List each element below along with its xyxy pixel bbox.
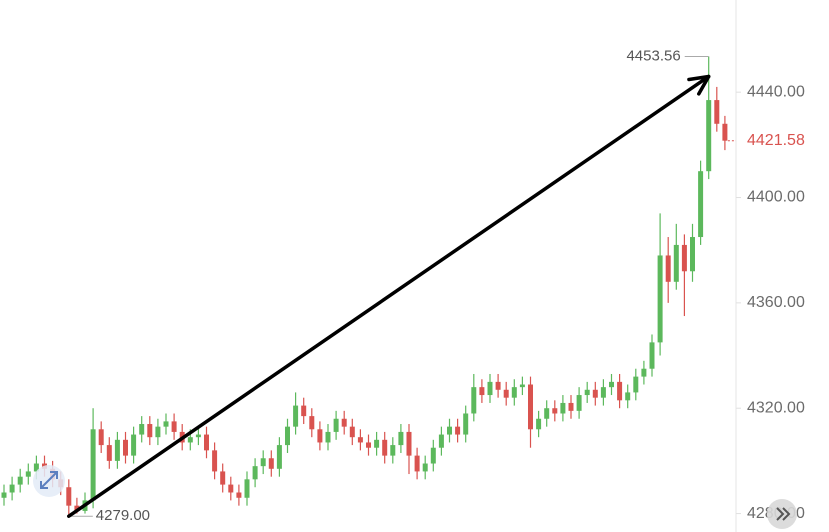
candle-body: [511, 387, 517, 398]
candle-body: [268, 458, 274, 469]
candle-body: [438, 434, 444, 448]
drawing-tool-icon[interactable]: [33, 465, 65, 497]
candle-body: [171, 421, 177, 432]
candle-body: [155, 426, 161, 438]
candle-body: [98, 429, 104, 446]
candle-body: [25, 471, 31, 477]
candle-body: [220, 471, 226, 485]
candle-body: [90, 429, 96, 501]
scroll-to-latest-button[interactable]: [767, 499, 797, 529]
candle-body: [625, 392, 631, 401]
low-label: 4279.00: [96, 507, 150, 524]
candle-body: [657, 255, 663, 343]
candle-body: [447, 426, 452, 435]
candle-body: [285, 426, 290, 446]
candle-body: [187, 437, 193, 443]
candle-body: [252, 466, 258, 480]
candle-body: [236, 492, 242, 498]
candle-body: [309, 416, 315, 430]
candle-body: [325, 431, 331, 443]
last-price-label: 4421.58: [747, 132, 805, 149]
candle-body: [633, 376, 639, 393]
candle-body: [673, 244, 679, 282]
candle-body: [204, 434, 209, 451]
candle-body: [617, 381, 623, 401]
candle-body: [665, 255, 671, 282]
candle-body: [471, 387, 477, 414]
candle-body: [317, 429, 323, 443]
candle-body: [349, 426, 355, 438]
candle-body: [131, 434, 137, 456]
candle-body: [244, 479, 250, 498]
candle-body: [66, 487, 72, 506]
candle-body: [106, 445, 112, 461]
candle-body: [681, 244, 687, 272]
candle-body: [390, 445, 396, 456]
candle-body: [195, 434, 201, 438]
candle-body: [503, 389, 509, 398]
candle-body: [414, 455, 420, 472]
candle-body: [228, 484, 234, 493]
candle-body: [1, 492, 7, 498]
candle-body: [212, 450, 218, 472]
candle-body: [260, 458, 266, 467]
y-tick-label: 4440.00: [747, 83, 805, 100]
candle-body: [147, 424, 153, 438]
candle-body: [163, 421, 169, 427]
candle-body: [528, 384, 533, 430]
candle-body: [123, 439, 128, 456]
candle-body: [690, 237, 695, 272]
candle-body: [398, 431, 404, 446]
candle-body: [74, 505, 80, 511]
candle-body: [463, 413, 469, 435]
candle-body: [333, 418, 339, 432]
candle-body: [479, 387, 485, 396]
trend-arrow: [67, 74, 711, 518]
candle-body: [276, 445, 282, 469]
candle-body: [422, 463, 428, 472]
candle-body: [341, 418, 347, 427]
candle-body: [301, 405, 307, 417]
candle-body: [714, 100, 720, 124]
candle-body: [536, 418, 542, 430]
candle-body: [544, 408, 550, 419]
candle-body: [706, 100, 712, 172]
last-price-badge: [740, 129, 829, 152]
candle-body: [722, 123, 728, 141]
y-tick-label: 4400.00: [747, 189, 805, 206]
candle-body: [641, 368, 647, 377]
candle-body: [17, 476, 23, 485]
candle-body: [576, 395, 582, 411]
high-label: 4453.56: [626, 47, 680, 64]
candle-body: [9, 484, 15, 493]
candle-body: [487, 381, 493, 396]
candle-body: [592, 389, 598, 398]
y-tick-label: 4360.00: [747, 294, 805, 311]
candle-body: [649, 342, 655, 369]
y-tick-label: 4320.00: [747, 399, 805, 416]
candle-body: [33, 463, 39, 472]
candle-body: [584, 389, 590, 396]
candle-body: [568, 402, 574, 411]
candle-body: [552, 408, 558, 414]
candle-body: [139, 424, 145, 435]
candle-body: [406, 431, 412, 456]
candle-body: [366, 442, 371, 448]
candle-body: [495, 381, 501, 390]
candle-body: [600, 387, 606, 398]
candle-body: [560, 402, 566, 414]
trend-arrow-head: [687, 74, 711, 96]
candle-body: [609, 381, 614, 388]
candle-body: [455, 426, 461, 435]
candle-body: [293, 405, 299, 427]
candle-body: [698, 171, 704, 238]
candle-body: [357, 437, 363, 443]
candle-body: [430, 447, 436, 464]
candle-body: [519, 384, 525, 388]
overlay: 4280.004320.004360.004400.004440.004453.…: [67, 47, 829, 524]
candle-body: [374, 439, 380, 448]
candle-body: [114, 439, 120, 461]
candle-body: [382, 439, 388, 456]
